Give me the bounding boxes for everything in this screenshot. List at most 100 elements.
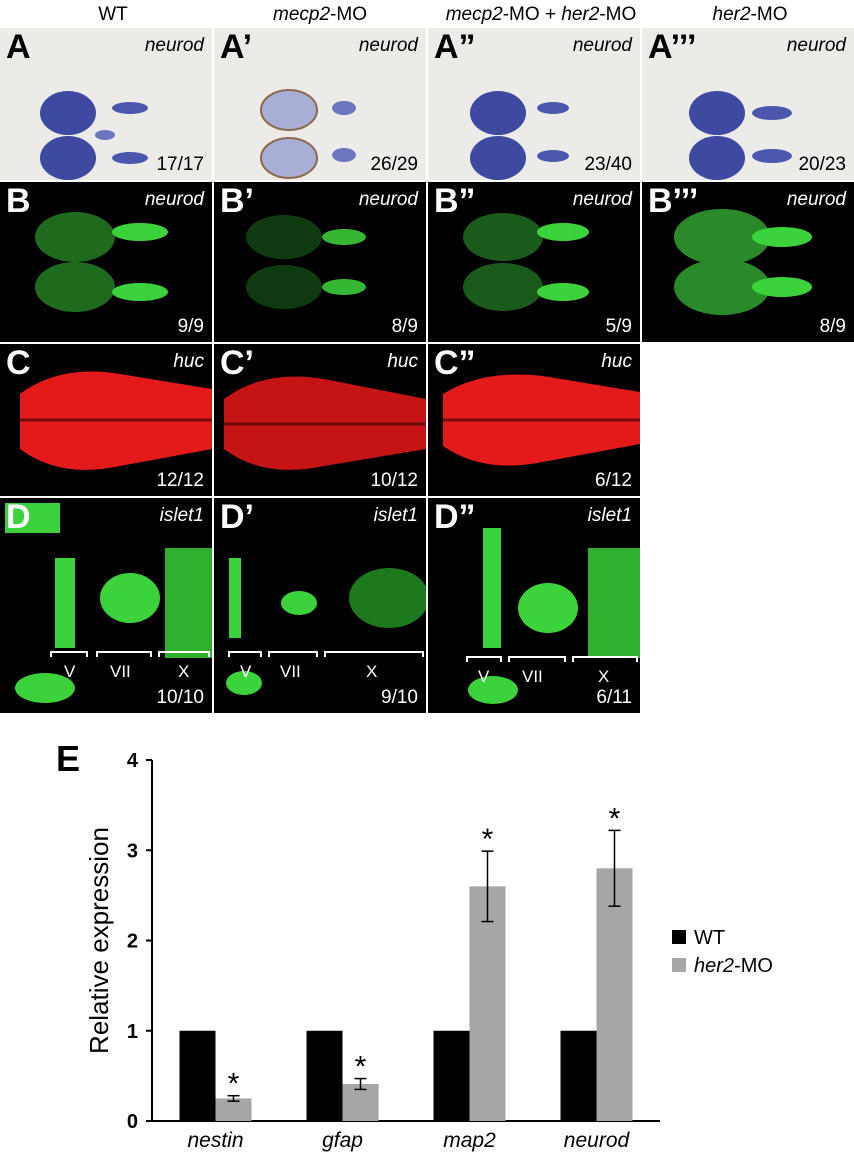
gene-label: islet1 [373, 505, 418, 526]
sample-count: 10/12 [370, 470, 418, 491]
x-category-label: nestin [187, 1129, 243, 1152]
panel-a: A neurod 17/17 [0, 28, 212, 180]
panel-letter: C’ [220, 344, 254, 382]
y-tick-label: 4 [127, 750, 139, 772]
nucleus-bracket [50, 651, 88, 657]
panel-letter: D’ [220, 498, 254, 536]
nucleus-label-vii: VII [280, 662, 301, 681]
in-situ-image [260, 89, 356, 179]
gene-label: neurod [786, 35, 846, 56]
panel-letter: A” [434, 28, 476, 66]
gene-label: neurod [572, 35, 632, 56]
panel-a-double-prime: A” neurod 23/40 [428, 28, 640, 180]
panel-letter: B [6, 182, 31, 220]
panel-letter: D [6, 498, 31, 536]
sample-count: 9/10 [381, 687, 418, 708]
bar-wt [560, 1030, 597, 1121]
panel-letter: D” [434, 498, 476, 536]
panel-b: B neurod 9/9 [0, 182, 212, 342]
nucleus-bracket [228, 651, 262, 657]
nucleus-bracket [324, 651, 424, 657]
nucleus-label-v: V [478, 667, 490, 686]
column-header-wt: WT [58, 4, 168, 26]
gene-label: neurod [358, 189, 418, 210]
fluorescence-image [5, 503, 212, 703]
panel-letter: B’’’ [648, 182, 699, 220]
panel-letter: A [6, 28, 31, 66]
significance-marker: * [228, 1068, 240, 1101]
column-header-her2-mo: her2-MO [650, 4, 850, 26]
sample-count: 26/29 [370, 154, 418, 175]
gene-label: neurod [786, 189, 846, 210]
sample-count: 17/17 [156, 154, 204, 175]
sample-count: 23/40 [584, 154, 632, 175]
significance-marker: * [609, 802, 621, 835]
nucleus-label-x: X [366, 662, 378, 681]
column-header-text: -MO + [502, 4, 562, 25]
gene-label: neurod [358, 35, 418, 56]
sample-count: 10/10 [156, 687, 204, 708]
panel-e-chart: 0 1 2 3 4 Relative expression * nestin * gfap * map… [0, 730, 854, 1152]
panel-d: D islet1 V VII X 10/10 [0, 498, 212, 713]
nucleus-label-x: X [178, 662, 190, 681]
in-situ-image [470, 91, 569, 180]
sample-count: 8/9 [819, 316, 846, 337]
nucleus-label-vii: VII [522, 667, 543, 686]
column-header-text: -MO [750, 4, 788, 25]
y-axis-label: Relative expression [84, 827, 114, 1054]
legend-swatch [672, 958, 686, 972]
panel-b-triple-prime: B’’’ neurod 8/9 [642, 182, 854, 342]
gene-label: islet1 [587, 505, 632, 526]
panel-letter: A’ [220, 28, 253, 66]
panel-c: C huc 12/12 [0, 344, 212, 496]
in-situ-image [689, 91, 792, 180]
column-header-mecp2-her2-mo: mecp2-MO + her2-MO [426, 4, 656, 26]
nucleus-bracket [466, 656, 502, 662]
sample-count: 6/12 [595, 470, 632, 491]
x-category-label: gfap [322, 1129, 363, 1152]
gene-label: islet1 [159, 505, 204, 526]
panel-letter: B” [434, 182, 476, 220]
panel-a-triple-prime: A’’’ neurod 20/23 [642, 28, 854, 180]
panel-d-prime: D’ islet1 V VII X 9/10 [214, 498, 426, 713]
bar-her2-mo [215, 1098, 252, 1121]
bar-wt [306, 1030, 343, 1121]
panel-letter: C [6, 344, 31, 382]
x-category-label: map2 [443, 1129, 496, 1152]
gene-label: huc [601, 351, 632, 372]
fluorescence-image [246, 215, 366, 309]
bar-her2-mo [596, 868, 633, 1121]
nucleus-label-vii: VII [110, 662, 131, 681]
panel-letter-e: E [56, 738, 81, 779]
panel-d-double-prime: D” islet1 V VII X 6/11 [428, 498, 640, 713]
fluorescence-image [20, 371, 212, 470]
panel-c-prime: C’ huc 10/12 [214, 344, 426, 496]
x-category-label: neurod [564, 1129, 631, 1152]
sample-count: 6/11 [596, 687, 632, 708]
legend-label: her2-MO [694, 955, 773, 977]
fluorescence-image [674, 209, 812, 315]
gene-label: neurod [144, 189, 204, 210]
nucleus-bracket [268, 651, 318, 657]
y-tick-label: 3 [127, 840, 138, 862]
panel-letter: A’’’ [648, 28, 697, 66]
bar-wt [179, 1030, 216, 1121]
fluorescence-image [443, 374, 640, 466]
gene-name: her2 [712, 4, 751, 25]
fluorescence-image [224, 376, 426, 470]
in-situ-image [40, 91, 148, 180]
y-tick-label: 2 [127, 931, 138, 953]
gene-name: mecp2 [445, 4, 503, 25]
gene-label: huc [387, 351, 418, 372]
column-header-mecp2-mo: mecp2-MO [220, 4, 420, 26]
gene-label: huc [173, 351, 204, 372]
sample-count: 8/9 [391, 316, 418, 337]
fluorescence-image [468, 528, 640, 704]
nucleus-bracket [158, 651, 210, 657]
nucleus-bracket [572, 656, 638, 662]
gene-name: mecp2 [273, 4, 331, 25]
gene-label: neurod [144, 35, 204, 56]
panel-letter: C” [434, 344, 476, 382]
sample-count: 9/9 [177, 316, 204, 337]
legend-label: WT [694, 927, 725, 949]
